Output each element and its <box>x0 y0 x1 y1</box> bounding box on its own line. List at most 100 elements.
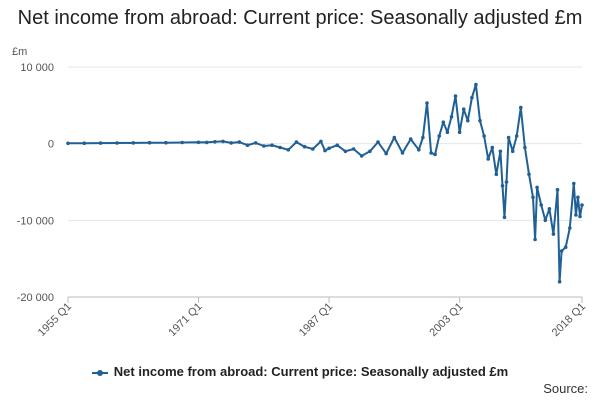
data-point <box>506 135 511 140</box>
data-point <box>302 144 307 149</box>
data-point <box>425 101 429 105</box>
data-point <box>502 215 507 220</box>
data-point <box>115 141 119 145</box>
data-point <box>449 115 454 119</box>
x-tick-label: 1987 Q1 <box>297 301 335 339</box>
data-point <box>384 151 389 156</box>
source-label: Source: <box>543 381 588 396</box>
data-point <box>557 279 562 284</box>
data-point <box>343 149 348 154</box>
data-point <box>441 120 446 124</box>
data-point <box>568 226 572 230</box>
data-point <box>368 149 372 154</box>
data-point <box>421 135 425 140</box>
data-point <box>400 151 405 155</box>
data-point <box>519 105 523 110</box>
x-tick-label: 1955 Q1 <box>36 301 74 339</box>
data-point <box>486 157 491 161</box>
data-point <box>429 151 433 155</box>
data-point <box>351 147 356 151</box>
data-point <box>147 140 152 145</box>
data-point <box>474 82 478 87</box>
data-point <box>543 218 548 223</box>
data-point <box>294 140 299 144</box>
data-point <box>180 140 184 145</box>
y-tick-label: 10 000 <box>20 62 54 74</box>
legend-label: Net income from abroad: Current price: S… <box>113 364 509 379</box>
y-axis-unit: £m <box>12 46 27 58</box>
data-point <box>514 134 519 138</box>
data-point <box>574 213 578 217</box>
data-point <box>494 172 499 177</box>
x-tick-label: 1971 Q1 <box>166 301 204 339</box>
data-point <box>253 141 258 145</box>
data-point <box>359 154 364 158</box>
data-point <box>229 141 233 145</box>
data-point <box>504 180 509 184</box>
data-point <box>392 135 397 140</box>
data-point <box>237 140 242 144</box>
data-point <box>500 184 505 188</box>
data-point <box>510 149 515 154</box>
data-point <box>453 94 458 98</box>
series-line <box>67 83 583 283</box>
data-point <box>527 172 531 177</box>
data-point <box>445 130 450 134</box>
data-point <box>466 118 470 123</box>
x-tick-label: 2003 Q1 <box>427 301 465 339</box>
legend: Net income from abroad: Current price: S… <box>0 364 600 379</box>
data-point <box>531 195 535 200</box>
data-point <box>457 130 462 134</box>
data-point <box>576 195 580 200</box>
data-point <box>221 139 225 144</box>
data-point <box>319 139 323 144</box>
data-point <box>523 145 527 150</box>
data-point <box>555 187 560 192</box>
data-point <box>578 214 582 219</box>
data-point <box>164 140 168 145</box>
data-point <box>213 140 217 144</box>
data-point <box>196 140 201 145</box>
data-point <box>547 207 552 211</box>
data-point <box>572 181 576 186</box>
data-point <box>539 203 543 207</box>
y-tick-label: 0 <box>48 139 54 151</box>
data-point <box>286 148 291 152</box>
data-point <box>498 149 503 154</box>
data-point <box>278 145 282 150</box>
data-point <box>559 249 564 253</box>
data-point <box>470 95 474 100</box>
data-point <box>408 137 413 141</box>
data-point <box>82 141 87 145</box>
data-point <box>490 145 495 150</box>
legend-swatch <box>91 369 108 376</box>
data-point <box>270 143 274 147</box>
data-point <box>433 152 437 157</box>
data-point <box>335 143 340 147</box>
data-point <box>580 203 584 207</box>
data-point <box>551 232 556 236</box>
y-tick-label: -10 000 <box>17 215 54 227</box>
data-point <box>245 143 250 147</box>
data-point <box>461 107 466 111</box>
x-tick-label: 2018 Q1 <box>550 301 588 339</box>
data-point <box>535 185 539 190</box>
data-point <box>66 141 70 146</box>
data-point <box>437 134 442 138</box>
data-point <box>533 237 537 242</box>
data-point <box>311 147 315 151</box>
data-point <box>131 141 136 145</box>
y-tick-label: -20 000 <box>17 292 54 304</box>
data-point <box>98 141 103 145</box>
data-point <box>478 118 482 123</box>
data-point <box>417 148 421 152</box>
data-point <box>327 146 331 151</box>
data-point <box>262 144 266 148</box>
chart-title: Net income from abroad: Current price: S… <box>17 7 583 29</box>
data-point <box>482 134 486 138</box>
data-point <box>204 140 209 145</box>
data-point <box>323 148 327 153</box>
data-point <box>563 245 568 249</box>
data-point <box>376 140 380 144</box>
